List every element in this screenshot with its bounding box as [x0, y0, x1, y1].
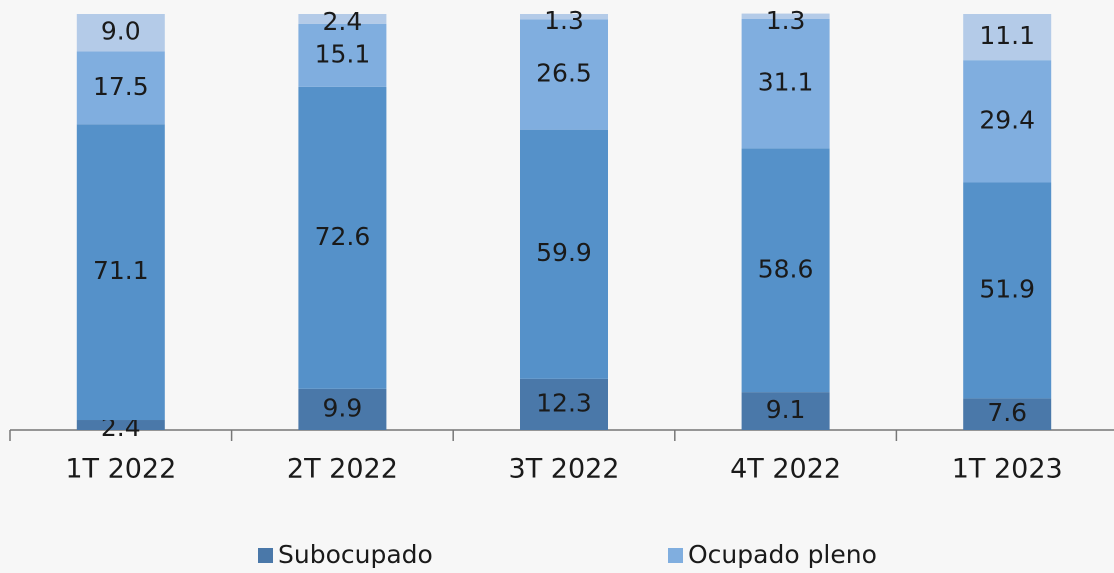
bar-segment	[963, 60, 1052, 183]
bar-segment	[963, 14, 1052, 61]
data-label: 29.4	[979, 105, 1035, 134]
data-label: 9.0	[101, 17, 141, 46]
data-label: 9.1	[766, 395, 806, 424]
data-label: 59.9	[536, 238, 592, 267]
x-tick-label: 4T 2022	[730, 454, 841, 485]
data-label: 12.3	[536, 388, 592, 417]
legend-swatch	[668, 548, 683, 563]
data-label: 1.3	[544, 6, 584, 35]
data-label: 15.1	[315, 39, 371, 68]
data-label: 71.1	[93, 256, 149, 285]
bar-segment	[741, 13, 830, 19]
data-label: 17.5	[93, 72, 149, 101]
data-label: 72.6	[315, 222, 371, 251]
bar-segment	[741, 18, 830, 149]
x-tick-label: 1T 2022	[65, 454, 176, 485]
legend-label: Subocupado	[278, 540, 433, 569]
x-tick-label: 1T 2023	[952, 454, 1063, 485]
x-tick-label: 3T 2022	[509, 454, 620, 485]
bar-segment	[520, 378, 608, 430]
bar-segment	[520, 129, 608, 379]
bar-segment	[741, 148, 830, 393]
bar-segment	[298, 23, 387, 87]
bar-segment	[76, 420, 165, 430]
bar-segment	[298, 388, 387, 430]
bar-segment	[298, 14, 387, 24]
data-label: 2.4	[323, 7, 363, 36]
data-label: 51.9	[979, 274, 1035, 303]
bar-segment	[963, 398, 1052, 430]
data-label: 9.9	[323, 393, 363, 422]
data-label: 1.3	[766, 6, 806, 35]
data-label: 26.5	[536, 59, 592, 88]
bar-segment	[76, 51, 165, 125]
x-tick-label: 2T 2022	[287, 454, 398, 485]
bar-segment	[298, 86, 387, 389]
data-label: 11.1	[979, 21, 1035, 50]
bar-segment	[76, 14, 165, 52]
bar-segment	[76, 124, 165, 421]
data-label: 7.6	[987, 398, 1027, 427]
bar-segment	[963, 182, 1052, 399]
legend-swatch	[258, 548, 273, 563]
bar-segment	[520, 14, 608, 20]
bar-segment	[520, 19, 608, 130]
bar-segment	[741, 392, 830, 430]
legend-label: Ocupado pleno	[688, 540, 877, 569]
data-label: 58.6	[758, 254, 814, 283]
data-label: 31.1	[758, 68, 814, 97]
